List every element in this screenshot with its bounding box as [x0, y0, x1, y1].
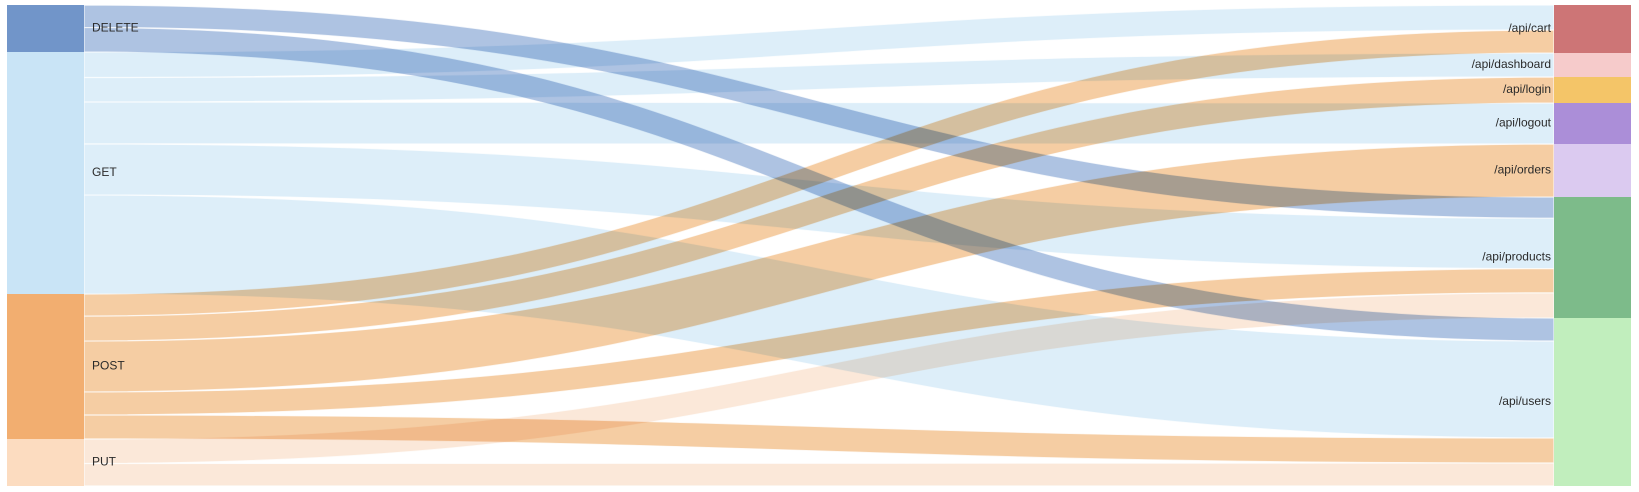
svg-text:/api/dashboard: /api/dashboard	[1472, 57, 1551, 71]
svg-text:/api/login: /api/login	[1503, 82, 1551, 96]
svg-text:DELETE: DELETE	[92, 20, 139, 34]
svg-text:/api/orders: /api/orders	[1494, 162, 1551, 176]
svg-text:GET: GET	[92, 165, 117, 179]
svg-text:PUT: PUT	[92, 454, 117, 468]
svg-text:/api/users: /api/users	[1499, 394, 1551, 408]
svg-text:/api/cart: /api/cart	[1508, 21, 1551, 35]
svg-text:POST: POST	[92, 358, 125, 372]
svg-text:/api/products: /api/products	[1482, 249, 1551, 263]
svg-text:/api/logout: /api/logout	[1496, 115, 1552, 129]
